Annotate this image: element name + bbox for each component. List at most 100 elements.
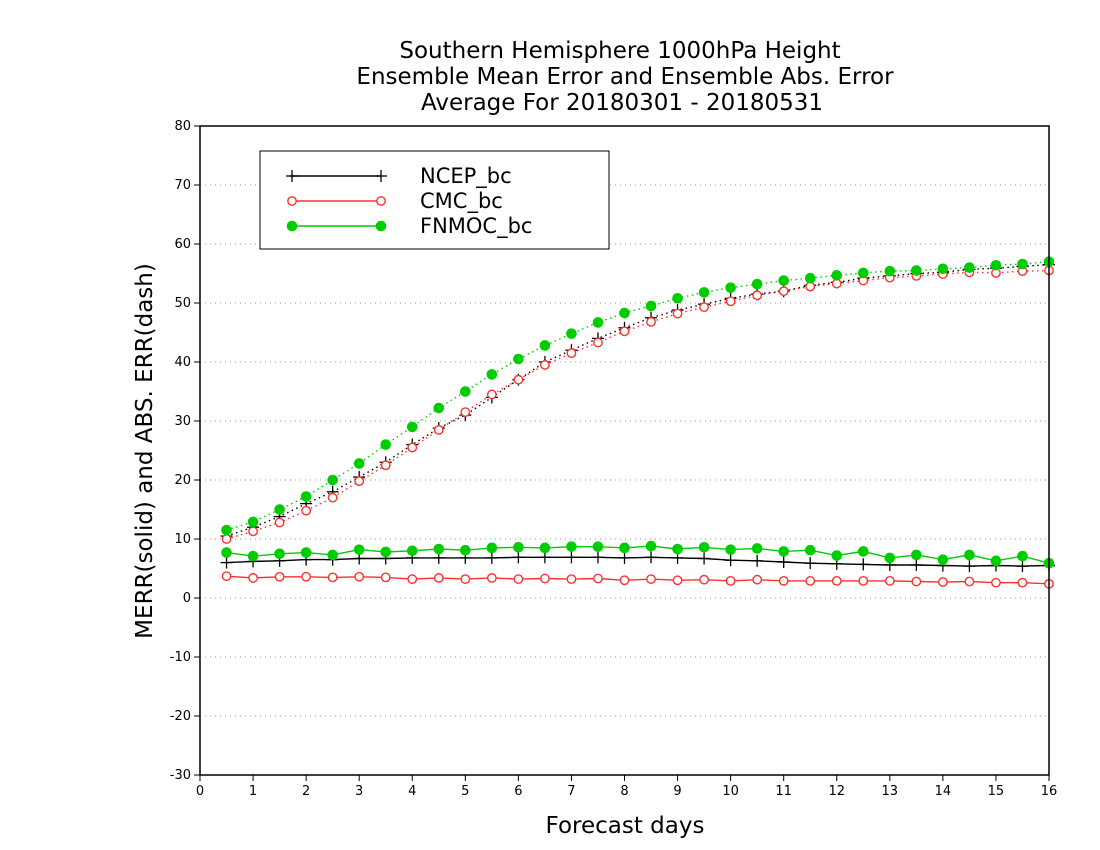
series-ncep-bc-solid [220, 551, 1055, 573]
data-point [857, 546, 869, 557]
x-axis-label: Forecast days [546, 813, 705, 839]
data-point [220, 556, 233, 569]
data-point [751, 554, 764, 567]
data-point [964, 262, 975, 273]
data-point [301, 505, 312, 516]
data-point [593, 573, 603, 584]
data-point [248, 573, 258, 583]
data-point [433, 424, 444, 435]
data-point [538, 551, 551, 564]
data-point [513, 541, 524, 553]
legend-label-ncep: NCEP_bc [420, 164, 512, 189]
x-tick-label: 15 [988, 784, 1005, 799]
data-point [375, 170, 387, 182]
data-point [1017, 550, 1028, 562]
data-point [591, 551, 604, 564]
data-point [327, 572, 338, 583]
series-fnmoc-bc-solid [221, 540, 1055, 569]
data-point [540, 573, 550, 584]
data-point [566, 574, 577, 585]
data-point [884, 265, 896, 277]
data-point [407, 574, 418, 585]
data-point [778, 546, 789, 557]
data-point [247, 550, 259, 562]
y-tick-label: 0 [183, 591, 191, 606]
data-point [1016, 560, 1029, 573]
data-point [725, 544, 736, 555]
data-point [911, 549, 922, 561]
x-tick-label: 10 [722, 784, 739, 799]
y-tick-label: -10 [170, 650, 191, 665]
data-point [287, 196, 297, 206]
data-point [619, 307, 630, 319]
data-point [884, 575, 895, 586]
data-point [460, 574, 471, 585]
data-point [592, 317, 604, 328]
data-point [301, 571, 312, 582]
data-point [247, 516, 259, 528]
legend-box [259, 150, 610, 250]
y-tick-label: 60 [174, 237, 191, 252]
x-tick-label: 12 [828, 784, 845, 799]
data-point [751, 543, 763, 554]
data-point [699, 574, 709, 585]
x-axis: 0 1 2 3 4 5 6 7 8 9 10 11 12 13 14 15 16 [196, 775, 1057, 799]
data-point [433, 402, 445, 414]
data-point [804, 272, 816, 284]
data-point [566, 328, 577, 339]
chart-title-line-2: Ensemble Mean Error and Ensemble Abs. Er… [356, 64, 894, 90]
data-point [937, 554, 949, 565]
data-point [286, 220, 298, 232]
y-tick-label: 20 [174, 473, 191, 488]
data-point [486, 542, 498, 554]
data-point [831, 269, 843, 281]
data-point [619, 575, 630, 586]
x-tick-label: 6 [514, 784, 522, 799]
x-tick-label: 2 [302, 784, 310, 799]
data-point [460, 407, 471, 418]
data-point [698, 552, 711, 565]
data-point [618, 551, 631, 564]
data-point [858, 575, 869, 586]
x-tick-label: 13 [882, 784, 899, 799]
y-tick-label: -20 [170, 709, 191, 724]
data-point [221, 547, 232, 558]
series-line [226, 269, 1050, 540]
data-point [539, 340, 551, 351]
data-point [485, 551, 498, 564]
data-point [645, 540, 657, 552]
data-point [380, 460, 391, 471]
data-point [884, 552, 896, 564]
data-point [486, 573, 497, 583]
series-line [226, 575, 1050, 585]
data-point [274, 571, 285, 582]
data-point [274, 548, 285, 560]
series-cmc-bc-solid [221, 571, 1054, 589]
data-point [274, 517, 285, 528]
data-point [327, 492, 338, 503]
data-point [725, 282, 736, 293]
data-point [460, 386, 471, 397]
data-point [963, 560, 976, 573]
legend-label-cmc: CMC_bc [420, 189, 503, 214]
data-point [645, 300, 657, 312]
data-point [672, 292, 683, 304]
data-point [672, 308, 683, 319]
x-tick-label: 9 [673, 784, 681, 799]
data-point [805, 575, 816, 586]
series-line [226, 263, 1050, 537]
legend-label-fnmoc: FNMOC_bc [420, 214, 532, 239]
data-point [407, 442, 418, 453]
data-point [566, 541, 577, 552]
data-point [375, 220, 387, 232]
legend: NCEP_bc CMC_bc FNMOC_bc [259, 150, 610, 250]
data-point [327, 474, 338, 486]
series-fnmoc-bc-dotted [221, 256, 1055, 536]
data-point [406, 545, 418, 557]
data-point [964, 549, 975, 561]
data-point [804, 544, 816, 556]
data-point [433, 573, 444, 583]
data-point [937, 263, 949, 275]
y-tick-label: 10 [174, 532, 191, 547]
data-point [778, 286, 789, 297]
